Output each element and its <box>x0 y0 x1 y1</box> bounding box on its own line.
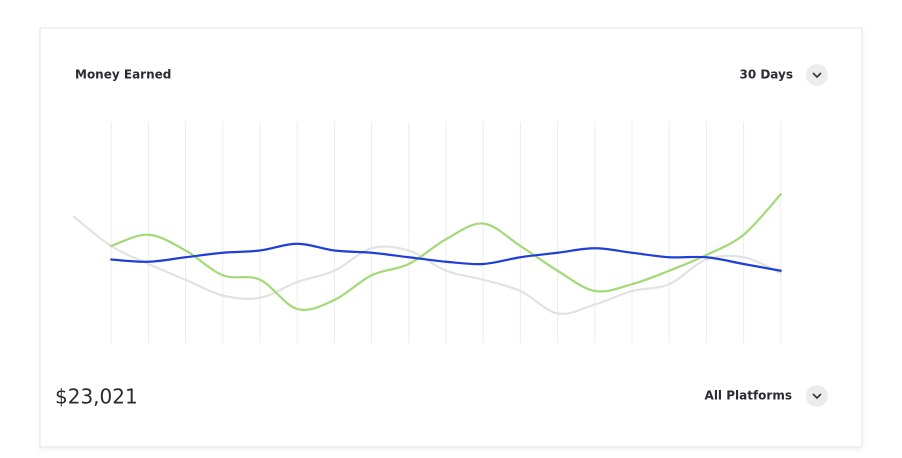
period-dropdown[interactable]: 30 Days <box>739 64 828 86</box>
line-series <box>110 193 782 311</box>
chevron-icon <box>812 72 822 79</box>
platform-dropdown[interactable]: All Platforms <box>705 385 828 407</box>
total-amount: $23,021 <box>55 385 138 409</box>
chevron-button[interactable] <box>806 385 828 407</box>
card-title: Money Earned <box>75 68 171 82</box>
line-series <box>110 242 782 272</box>
platform-label[interactable]: All Platforms <box>705 389 792 403</box>
chevron-button[interactable] <box>806 64 828 86</box>
plot-area <box>72 122 782 343</box>
chevron-icon <box>812 393 822 400</box>
period-label[interactable]: 30 Days <box>739 68 793 82</box>
